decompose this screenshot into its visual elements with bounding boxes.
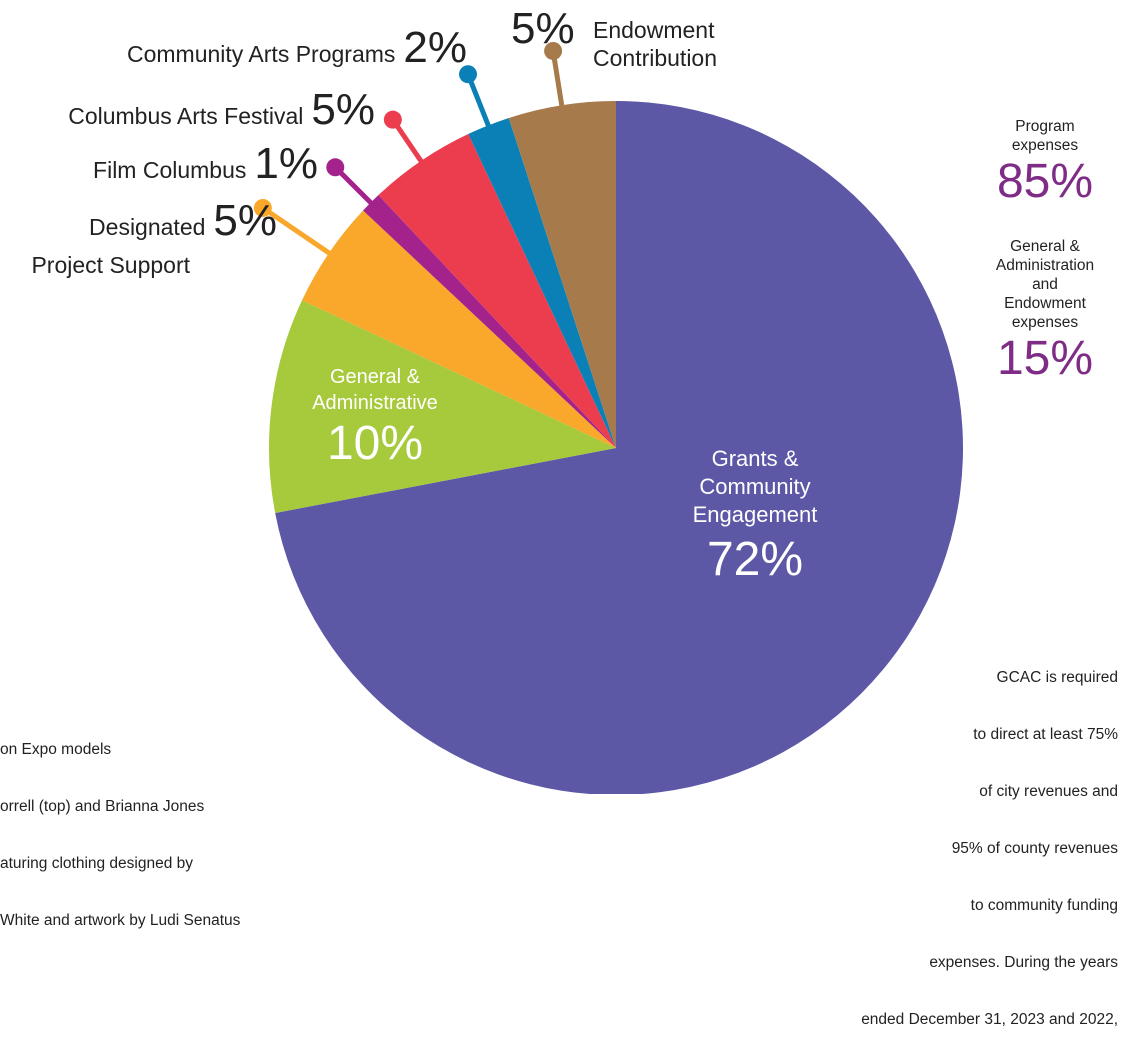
- slice-endowment-contribution: [508, 101, 616, 448]
- ga-summary-line4: Endowment: [1004, 295, 1086, 312]
- slice-general-administrative: [269, 300, 616, 514]
- dps-label-line1: Designated: [89, 214, 206, 240]
- grants-label-line3: Engagement: [692, 502, 818, 527]
- leader-line-designated-project-support: [261, 205, 338, 260]
- footnote-line7: ended December 31, 2023 and 2022,: [861, 1011, 1118, 1028]
- footnote-line2: to direct at least 75%: [973, 726, 1118, 743]
- grants-slice-label: Grants & Community Engagement 72%: [650, 445, 860, 591]
- ga-summary-pct: 15%: [996, 332, 1094, 385]
- leader-dot-community-arts-programs: [459, 65, 478, 84]
- ga-summary-line1: General &: [1010, 238, 1080, 255]
- grants-label-line2: Community: [699, 474, 811, 499]
- caption-line4: White and artwork by Ludi Senatus: [0, 912, 241, 929]
- festival-label-text: Columbus Arts Festival: [68, 103, 304, 129]
- ga-summary-line5: expenses: [1011, 314, 1079, 331]
- footnote-line4: 95% of county revenues: [951, 840, 1118, 857]
- footnote: GCAC is required to direct at least 75% …: [861, 630, 1118, 1048]
- endow-label-line2: Contribution: [593, 45, 718, 71]
- ga-slice-label: General & Administrative 10%: [290, 364, 460, 472]
- festival-pct-label: 5%: [311, 85, 375, 134]
- program-pct: 85%: [996, 155, 1094, 208]
- leader-dot-columbus-arts-festival: [383, 110, 402, 129]
- film-pct-label: 1%: [254, 139, 318, 188]
- footnote-line1: GCAC is required: [996, 669, 1118, 686]
- pie-chart: [253, 41, 963, 794]
- endow-pct-label: 5%: [511, 4, 575, 53]
- slice-film-columbus: [363, 195, 616, 448]
- program-label-line1: Program: [1015, 118, 1075, 135]
- endow-label: Endowment Contribution: [593, 16, 717, 72]
- program-label-line2: expenses: [1011, 137, 1079, 154]
- caption-line1: on Expo models: [0, 741, 112, 758]
- caption-line3: aturing clothing designed by: [0, 855, 194, 872]
- footnote-line3: of city revenues and: [979, 783, 1118, 800]
- endow-label-line1: Endowment: [593, 17, 715, 43]
- pie-slices: [269, 101, 963, 794]
- community-pct-label: 2%: [403, 23, 467, 72]
- grants-label-line1: Grants &: [711, 446, 799, 471]
- slice-columbus-arts-festival: [378, 134, 616, 448]
- caption-line2: orrell (top) and Brianna Jones: [0, 798, 205, 815]
- leader-lines: [253, 41, 566, 260]
- leader-dot-film-columbus: [326, 158, 345, 177]
- ga-summary-line3: and: [1032, 276, 1058, 293]
- program-summary: Program expenses 85%: [970, 117, 1120, 209]
- leader-line-community-arts-programs: [465, 73, 494, 134]
- dps-label-line2: Project Support: [31, 252, 190, 278]
- slice-community-arts-programs: [468, 117, 616, 448]
- film-label: Film Columbus 1%: [0, 142, 318, 186]
- slice-grants-community-engagement: [275, 101, 963, 794]
- ga-pct-label: 10%: [326, 417, 424, 470]
- leader-dot-designated-project-support: [253, 198, 272, 217]
- ga-summary: General & Administration and Endowment e…: [970, 237, 1120, 386]
- ga-label-line1: General &: [329, 366, 421, 388]
- dps-label-line2-wrap: Project Support: [0, 252, 190, 279]
- dps-pct-label: 5%: [213, 196, 277, 245]
- slice-designated-project-support: [302, 210, 616, 448]
- community-label-text: Community Arts Programs: [127, 41, 396, 67]
- dps-label: Designated 5%: [0, 199, 277, 243]
- leader-line-film-columbus: [333, 165, 379, 211]
- film-label-text: Film Columbus: [93, 157, 247, 183]
- leader-line-columbus-arts-festival: [390, 118, 428, 170]
- grants-pct-label: 72%: [706, 533, 804, 586]
- photo-caption: on Expo models orrell (top) and Brianna …: [0, 702, 240, 949]
- community-label: Community Arts Programs 2%: [0, 26, 467, 70]
- festival-label: Columbus Arts Festival 5%: [0, 88, 375, 132]
- ga-summary-line2: Administration: [995, 257, 1095, 274]
- footnote-line6: expenses. During the years: [929, 954, 1118, 971]
- ga-label-line2: Administrative: [312, 392, 438, 414]
- leader-dot-endowment-contribution: [544, 41, 563, 60]
- leader-line-endowment-contribution: [550, 50, 566, 114]
- footnote-line5: to community funding: [970, 897, 1118, 914]
